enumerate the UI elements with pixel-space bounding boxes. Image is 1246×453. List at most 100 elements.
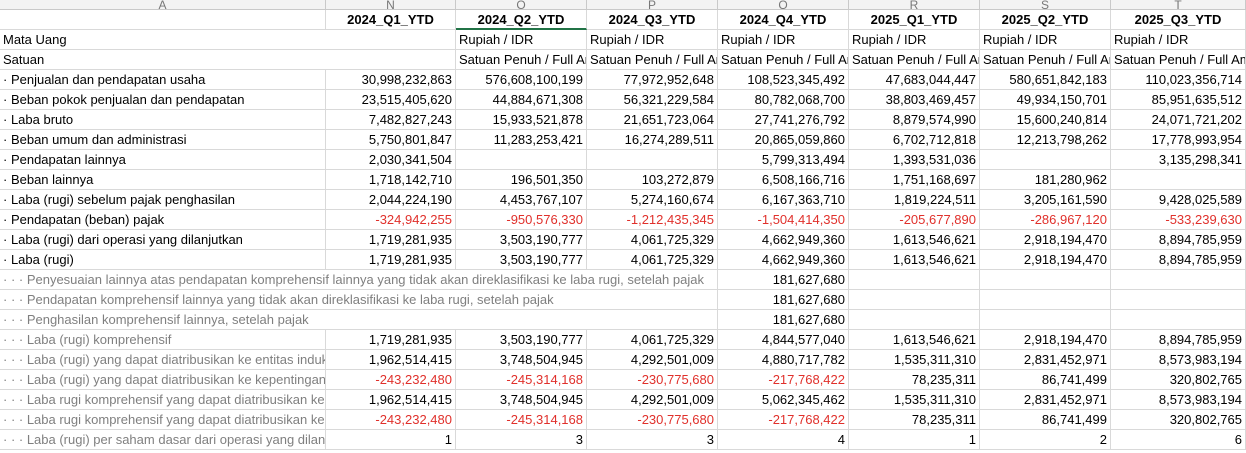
text-cell: Satuan Penuh / Full Amount [849,50,980,70]
value-cell: -245,314,168 [456,370,587,390]
value-cell: 103,272,879 [587,170,718,190]
value-cell: 1,535,311,310 [849,350,980,370]
text-cell: Rupiah / IDR [456,30,587,50]
value-cell: 23,515,405,620 [326,90,456,110]
column-letter: R [849,0,980,10]
value-cell: 4 [718,430,849,450]
value-cell: 80,782,068,700 [718,90,849,110]
cell [456,150,587,170]
value-cell: 320,802,765 [1111,370,1246,390]
value-cell: 1,613,546,621 [849,230,980,250]
value-cell: 56,321,229,584 [587,90,718,110]
value-cell: 78,235,311 [849,410,980,430]
value-cell: 1,962,514,415 [326,350,456,370]
text-cell: Satuan Penuh / Full Amount [718,50,849,70]
value-cell: -217,768,422 [718,370,849,390]
value-cell: 4,061,725,329 [587,330,718,350]
column-header: 2025_Q1_YTD [849,10,980,30]
text-cell: Rupiah / IDR [980,30,1111,50]
value-cell: 3,503,190,777 [456,230,587,250]
value-cell: 4,662,949,360 [718,250,849,270]
row-label: · Beban pokok penjualan dan pendapatan [0,90,326,110]
row-label: · · · Laba (rugi) yang dapat diatribusik… [0,370,326,390]
cell [1111,310,1246,330]
column-header: 2024_Q1_YTD [326,10,456,30]
column-letter: Q [718,0,849,10]
cell [980,270,1111,290]
value-cell: 2,831,452,971 [980,390,1111,410]
value-cell: 8,879,574,990 [849,110,980,130]
text-cell: Rupiah / IDR [849,30,980,50]
cell [980,310,1111,330]
value-cell: 86,741,499 [980,370,1111,390]
value-cell: -230,775,680 [587,370,718,390]
value-cell: 15,933,521,878 [456,110,587,130]
row-label: · Laba (rugi) [0,250,326,270]
value-cell: -205,677,890 [849,210,980,230]
value-cell: -243,232,480 [326,410,456,430]
column-header: 2025_Q3_YTD [1111,10,1246,30]
value-cell: 7,482,827,243 [326,110,456,130]
text-cell: Satuan Penuh / Full Amount [980,50,1111,70]
text-cell: Rupiah / IDR [587,30,718,50]
text-cell: Satuan Penuh / Full Amount [1111,50,1246,70]
value-cell: 6 [1111,430,1246,450]
row-label: · Laba bruto [0,110,326,130]
row-label: · Pendapatan lainnya [0,150,326,170]
value-cell: 47,683,044,447 [849,70,980,90]
cell [980,150,1111,170]
value-cell: 181,280,962 [980,170,1111,190]
text-cell: Satuan Penuh / Full Amount [587,50,718,70]
value-cell: 4,844,577,040 [718,330,849,350]
value-cell: 8,894,785,959 [1111,250,1246,270]
value-cell: 30,998,232,863 [326,70,456,90]
value-cell: 4,662,949,360 [718,230,849,250]
value-cell: 196,501,350 [456,170,587,190]
value-cell: 6,702,712,818 [849,130,980,150]
value-cell: 576,608,100,199 [456,70,587,90]
column-header: 2024_Q4_YTD [718,10,849,30]
cell [1111,270,1246,290]
value-cell: 8,894,785,959 [1111,230,1246,250]
value-cell: 2,044,224,190 [326,190,456,210]
value-cell: -243,232,480 [326,370,456,390]
row-label: · · · Laba rugi komprehensif yang dapat … [0,410,326,430]
value-cell: 320,802,765 [1111,410,1246,430]
value-cell: 20,865,059,860 [718,130,849,150]
row-label: · · · Laba (rugi) komprehensif [0,330,326,350]
cell [980,290,1111,310]
value-cell: 108,523,345,492 [718,70,849,90]
value-cell: 5,062,345,462 [718,390,849,410]
value-cell: 2,030,341,504 [326,150,456,170]
value-cell: 3,748,504,945 [456,350,587,370]
cell [849,290,980,310]
cell [1111,290,1246,310]
value-cell: 1 [849,430,980,450]
value-cell: 49,934,150,701 [980,90,1111,110]
cell [849,310,980,330]
value-cell: -950,576,330 [456,210,587,230]
value-cell: 2 [980,430,1111,450]
value-cell: 38,803,469,457 [849,90,980,110]
value-cell: 181,627,680 [718,290,849,310]
value-cell: 86,741,499 [980,410,1111,430]
column-header: 2025_Q2_YTD [980,10,1111,30]
row-label: · · · Laba rugi komprehensif yang dapat … [0,390,326,410]
value-cell: 1,719,281,935 [326,330,456,350]
value-cell: -1,212,435,345 [587,210,718,230]
value-cell: 6,508,166,716 [718,170,849,190]
value-cell: 4,061,725,329 [587,230,718,250]
value-cell: 2,918,194,470 [980,230,1111,250]
value-cell: 3,748,504,945 [456,390,587,410]
value-cell: -324,942,255 [326,210,456,230]
row-label: · Pendapatan (beban) pajak [0,210,326,230]
value-cell: 21,651,723,064 [587,110,718,130]
value-cell: 4,061,725,329 [587,250,718,270]
row-label: · Beban lainnya [0,170,326,190]
row-label: Satuan [0,50,456,70]
value-cell: 4,453,767,107 [456,190,587,210]
value-cell: 1,535,311,310 [849,390,980,410]
value-cell: 3,205,161,590 [980,190,1111,210]
